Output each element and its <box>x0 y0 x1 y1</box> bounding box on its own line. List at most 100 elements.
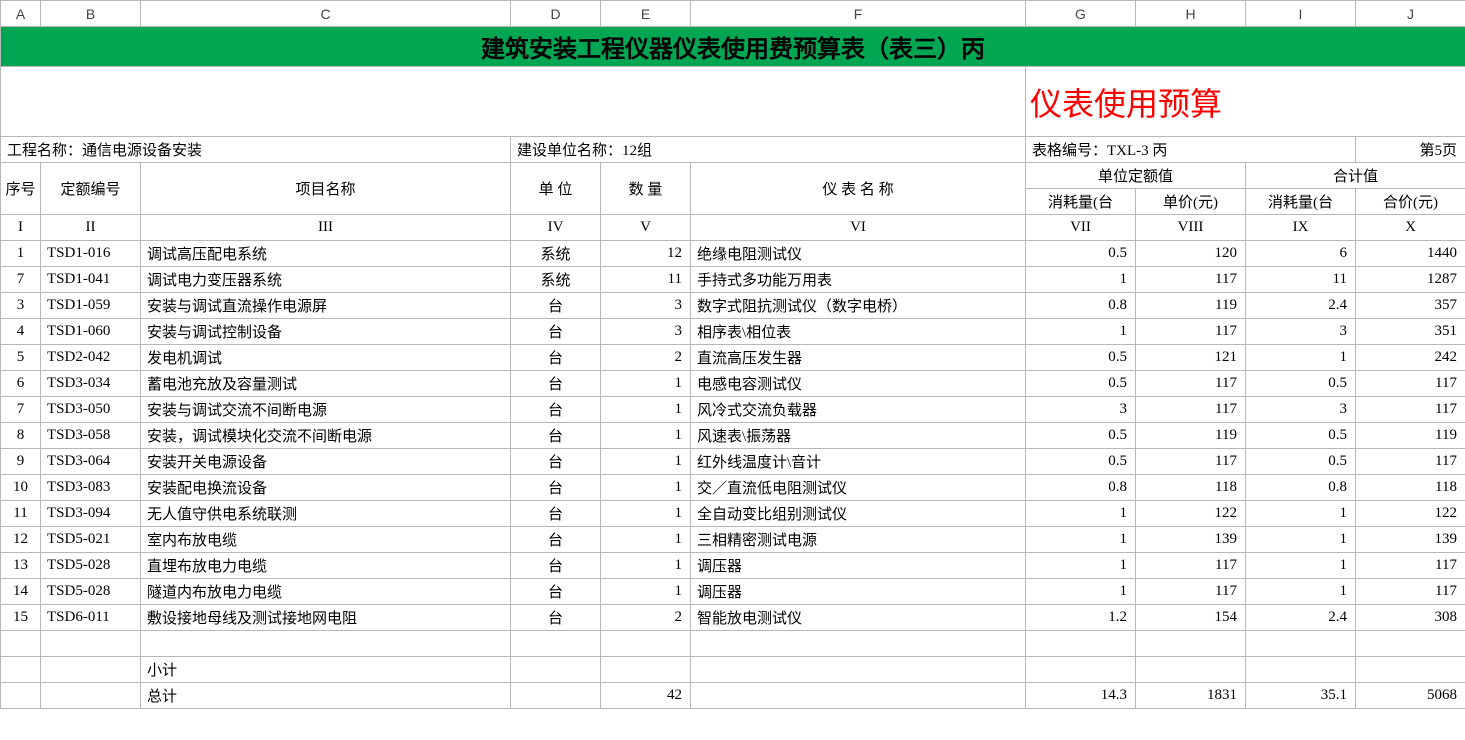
cell-unit[interactable]: 台 <box>511 449 601 475</box>
cell-total-consume[interactable]: 3 <box>1246 397 1356 423</box>
cell-seq[interactable]: 6 <box>1 371 41 397</box>
cell-instr[interactable]: 风速表\振荡器 <box>691 423 1026 449</box>
cell-price[interactable]: 117 <box>1136 553 1246 579</box>
cell-consume[interactable]: 1 <box>1026 579 1136 605</box>
cell-price[interactable]: 121 <box>1136 345 1246 371</box>
cell-code[interactable]: TSD5-021 <box>41 527 141 553</box>
cell-total-consume[interactable]: 3 <box>1246 319 1356 345</box>
cell-item[interactable]: 室内布放电缆 <box>141 527 511 553</box>
cell-consume[interactable]: 1 <box>1026 527 1136 553</box>
cell-consume[interactable]: 0.5 <box>1026 449 1136 475</box>
cell-total-price[interactable]: 117 <box>1356 553 1465 579</box>
column-letter[interactable]: E <box>601 1 691 27</box>
column-letter[interactable]: G <box>1026 1 1136 27</box>
column-letter[interactable]: J <box>1356 1 1465 27</box>
cell-price[interactable]: 117 <box>1136 267 1246 293</box>
cell-unit[interactable]: 台 <box>511 319 601 345</box>
cell-code[interactable]: TSD3-050 <box>41 397 141 423</box>
cell-item[interactable]: 隧道内布放电力电缆 <box>141 579 511 605</box>
cell-qty[interactable]: 1 <box>601 475 691 501</box>
cell-item[interactable]: 安装，调试模块化交流不间断电源 <box>141 423 511 449</box>
cell-seq[interactable]: 15 <box>1 605 41 631</box>
cell-qty[interactable]: 1 <box>601 423 691 449</box>
cell-total-consume[interactable]: 1 <box>1246 579 1356 605</box>
cell-unit[interactable]: 台 <box>511 371 601 397</box>
cell-seq[interactable]: 8 <box>1 423 41 449</box>
cell-code[interactable]: TSD5-028 <box>41 553 141 579</box>
cell-consume[interactable]: 1 <box>1026 319 1136 345</box>
cell-code[interactable]: TSD2-042 <box>41 345 141 371</box>
cell-item[interactable]: 发电机调试 <box>141 345 511 371</box>
cell-code[interactable]: TSD1-059 <box>41 293 141 319</box>
cell-qty[interactable]: 1 <box>601 501 691 527</box>
cell-qty[interactable]: 11 <box>601 267 691 293</box>
cell-total-price[interactable]: 1440 <box>1356 241 1465 267</box>
cell-item[interactable]: 安装与调试交流不间断电源 <box>141 397 511 423</box>
cell-consume[interactable]: 0.5 <box>1026 241 1136 267</box>
cell-qty[interactable]: 1 <box>601 449 691 475</box>
cell-instr[interactable]: 手持式多功能万用表 <box>691 267 1026 293</box>
cell-seq[interactable]: 12 <box>1 527 41 553</box>
cell-code[interactable]: TSD1-041 <box>41 267 141 293</box>
cell-item[interactable]: 无人值守供电系统联测 <box>141 501 511 527</box>
cell-price[interactable]: 117 <box>1136 579 1246 605</box>
cell-unit[interactable]: 系统 <box>511 267 601 293</box>
cell-instr[interactable]: 交／直流低电阻测试仪 <box>691 475 1026 501</box>
cell-instr[interactable]: 调压器 <box>691 579 1026 605</box>
cell-qty[interactable]: 1 <box>601 397 691 423</box>
cell-seq[interactable]: 5 <box>1 345 41 371</box>
cell-code[interactable]: TSD5-028 <box>41 579 141 605</box>
cell-consume[interactable]: 1 <box>1026 267 1136 293</box>
cell-total-consume[interactable]: 2.4 <box>1246 293 1356 319</box>
cell-code[interactable]: TSD3-083 <box>41 475 141 501</box>
cell-seq[interactable]: 7 <box>1 267 41 293</box>
cell-total-price[interactable]: 117 <box>1356 579 1465 605</box>
cell-unit[interactable]: 台 <box>511 397 601 423</box>
cell-instr[interactable]: 数字式阻抗测试仪（数字电桥） <box>691 293 1026 319</box>
cell-consume[interactable]: 0.5 <box>1026 371 1136 397</box>
cell-consume[interactable]: 1 <box>1026 553 1136 579</box>
cell-total-price[interactable]: 308 <box>1356 605 1465 631</box>
cell-code[interactable]: TSD3-094 <box>41 501 141 527</box>
cell-unit[interactable]: 台 <box>511 293 601 319</box>
cell-seq[interactable]: 11 <box>1 501 41 527</box>
cell-price[interactable]: 122 <box>1136 501 1246 527</box>
column-letter[interactable]: F <box>691 1 1026 27</box>
cell-price[interactable]: 119 <box>1136 293 1246 319</box>
cell-total-consume[interactable]: 6 <box>1246 241 1356 267</box>
cell-item[interactable]: 蓄电池充放及容量测试 <box>141 371 511 397</box>
cell-qty[interactable]: 2 <box>601 605 691 631</box>
cell-code[interactable]: TSD3-058 <box>41 423 141 449</box>
cell-code[interactable]: TSD3-034 <box>41 371 141 397</box>
cell-total-consume[interactable]: 0.5 <box>1246 449 1356 475</box>
cell-unit[interactable]: 台 <box>511 527 601 553</box>
cell-price[interactable]: 117 <box>1136 397 1246 423</box>
cell-qty[interactable]: 1 <box>601 553 691 579</box>
cell-code[interactable]: TSD1-016 <box>41 241 141 267</box>
cell-consume[interactable]: 0.8 <box>1026 475 1136 501</box>
cell-price[interactable]: 117 <box>1136 449 1246 475</box>
cell-total-price[interactable]: 117 <box>1356 449 1465 475</box>
cell-instr[interactable]: 全自动变比组别测试仪 <box>691 501 1026 527</box>
cell-qty[interactable]: 2 <box>601 345 691 371</box>
cell-total-consume[interactable]: 0.8 <box>1246 475 1356 501</box>
column-letter[interactable]: H <box>1136 1 1246 27</box>
cell-total-price[interactable]: 357 <box>1356 293 1465 319</box>
cell-instr[interactable]: 智能放电测试仪 <box>691 605 1026 631</box>
cell-total-consume[interactable]: 1 <box>1246 527 1356 553</box>
cell-unit[interactable]: 台 <box>511 501 601 527</box>
cell-item[interactable]: 敷设接地母线及测试接地网电阻 <box>141 605 511 631</box>
cell-total-consume[interactable]: 2.4 <box>1246 605 1356 631</box>
cell-consume[interactable]: 0.5 <box>1026 345 1136 371</box>
cell-qty[interactable]: 12 <box>601 241 691 267</box>
cell-total-price[interactable]: 242 <box>1356 345 1465 371</box>
cell-total-price[interactable]: 1287 <box>1356 267 1465 293</box>
cell-instr[interactable]: 直流高压发生器 <box>691 345 1026 371</box>
cell-total-consume[interactable]: 0.5 <box>1246 423 1356 449</box>
column-letter[interactable]: C <box>141 1 511 27</box>
cell-unit[interactable]: 台 <box>511 553 601 579</box>
cell-total-consume[interactable]: 11 <box>1246 267 1356 293</box>
cell-price[interactable]: 117 <box>1136 319 1246 345</box>
column-letter[interactable]: D <box>511 1 601 27</box>
cell-price[interactable]: 120 <box>1136 241 1246 267</box>
